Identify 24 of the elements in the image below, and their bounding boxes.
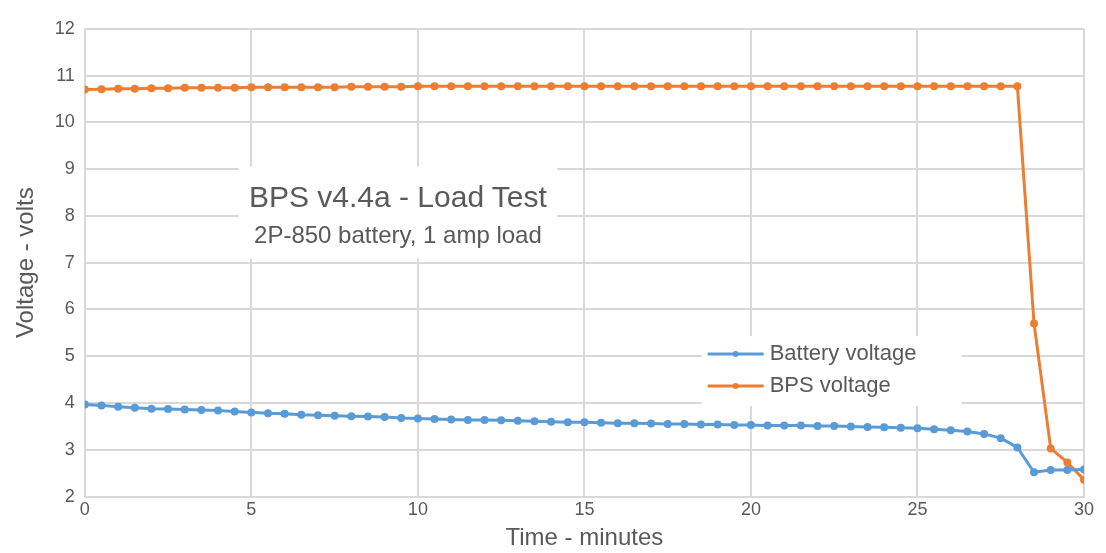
- y-tick-label: 4: [64, 392, 75, 413]
- x-tick-label: 10: [407, 499, 428, 520]
- y-tick-label: 2: [64, 485, 75, 506]
- y-tick-label: 9: [64, 158, 75, 179]
- y-tick-label: 3: [64, 438, 75, 459]
- y-tick-label: 8: [64, 204, 75, 225]
- y-axis-title: Voltage - volts: [11, 187, 39, 339]
- x-axis-title: Time - minutes: [505, 523, 664, 551]
- x-tick-label: 0: [79, 499, 90, 520]
- x-tick-label: 20: [740, 499, 761, 520]
- y-tick-label: 12: [54, 17, 75, 38]
- legend-label: BPS voltage: [769, 371, 891, 397]
- y-tick-label: 10: [54, 111, 75, 132]
- x-tick-label: 15: [574, 499, 595, 520]
- y-tick-label: 5: [64, 345, 75, 366]
- y-tick-label: 11: [56, 64, 75, 85]
- text: BPS v4.4a - Load Test: [248, 179, 548, 213]
- x-tick-label: 25: [907, 499, 928, 520]
- y-tick-label: 7: [64, 251, 75, 272]
- x-tick-label: 5: [246, 499, 257, 520]
- y-tick-label: 6: [64, 298, 75, 319]
- text: 2P-850 battery, 1 amp load: [254, 221, 542, 249]
- x-tick-label: 30: [1073, 499, 1095, 520]
- legend-label: Battery voltage: [769, 339, 917, 365]
